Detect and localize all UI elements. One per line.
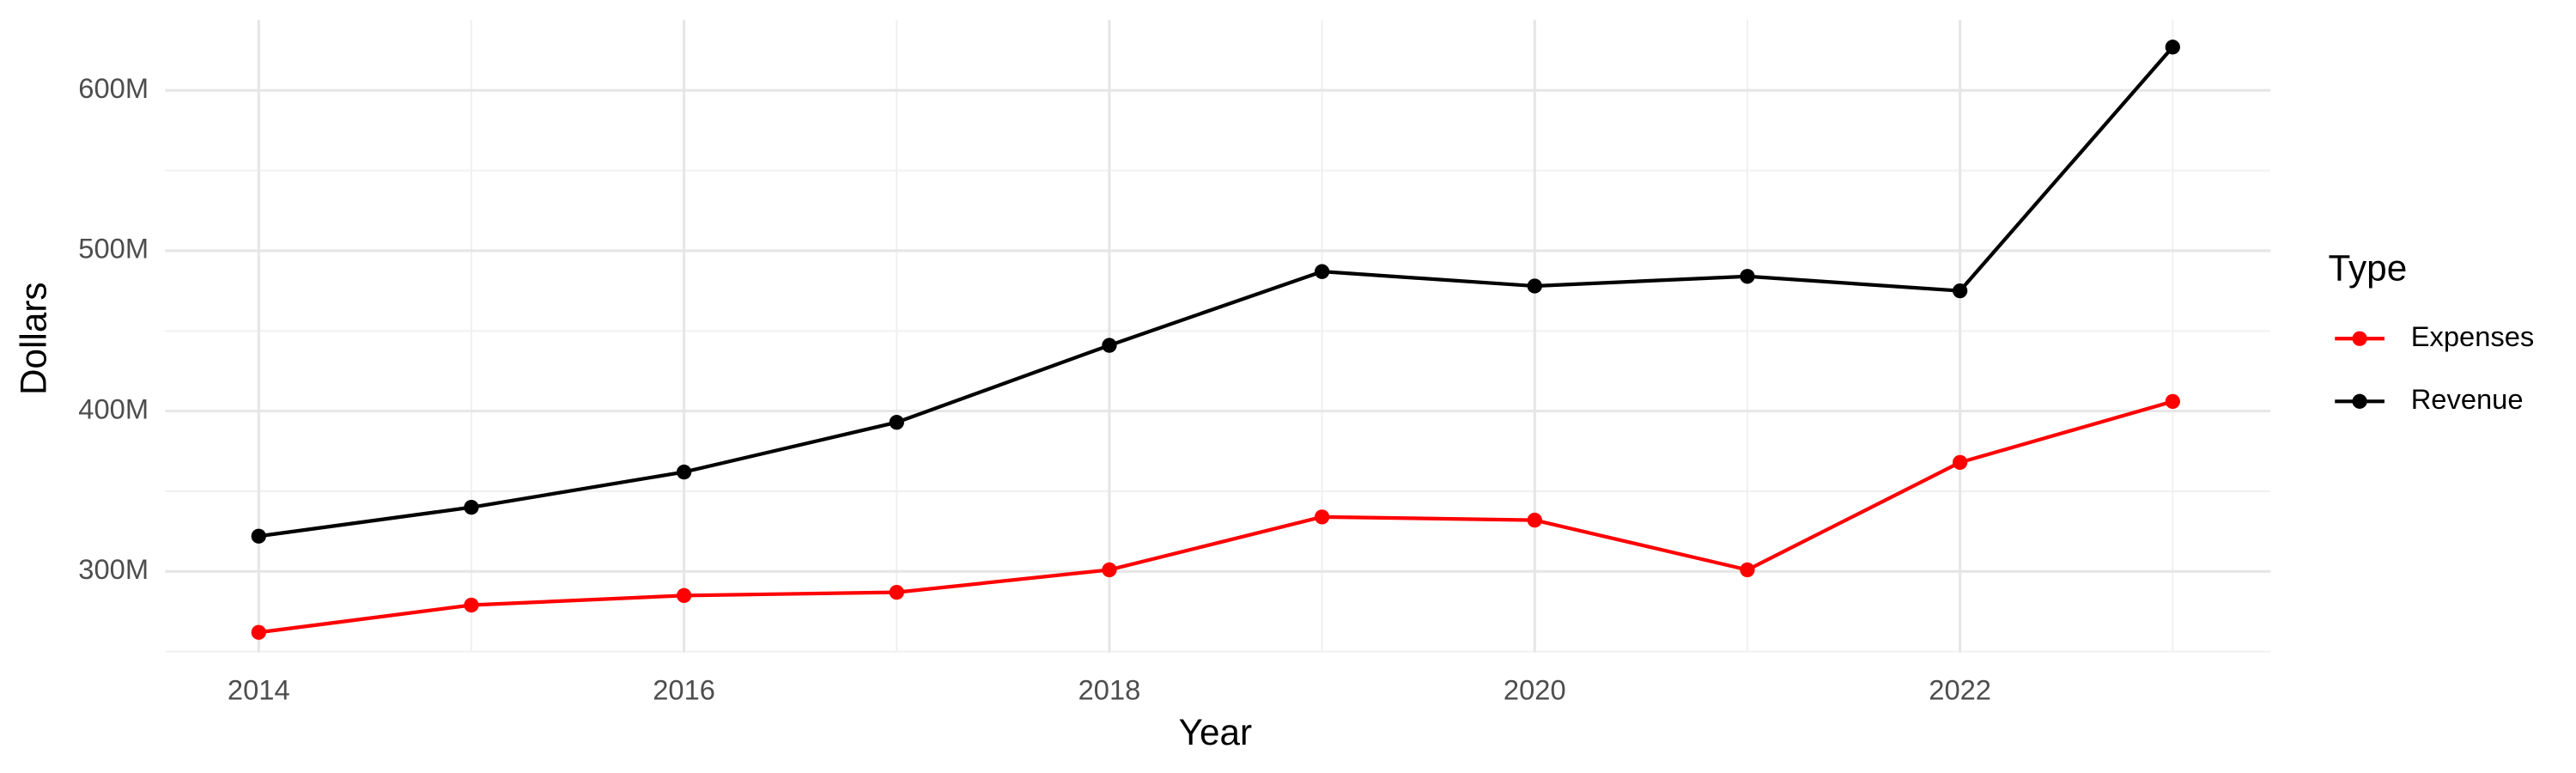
series-line xyxy=(258,399,2173,635)
legend-label: Expenses xyxy=(2411,320,2535,352)
data-point xyxy=(1740,562,1755,578)
x-tick-label: 2022 xyxy=(1929,673,1991,705)
data-point xyxy=(1102,562,1117,578)
data-point xyxy=(1952,283,1968,299)
data-point xyxy=(1952,454,1968,471)
data-point xyxy=(676,587,692,603)
x-tick-label: 2020 xyxy=(1504,673,1566,705)
x-tick-label: 2018 xyxy=(1078,673,1141,705)
data-point xyxy=(2165,40,2180,55)
x-axis-title: Year xyxy=(1179,712,1252,752)
data-point xyxy=(889,584,904,600)
y-tick-label: 600M xyxy=(78,72,149,104)
x-tick-label: 2016 xyxy=(653,673,715,705)
data-point xyxy=(464,597,479,613)
x-tick-label: 2014 xyxy=(228,673,290,705)
data-point xyxy=(676,464,692,480)
data-point xyxy=(1314,509,1330,525)
legend-key-point xyxy=(2352,393,2367,409)
y-axis-title: Dollars xyxy=(13,282,53,395)
data-point xyxy=(1740,269,1755,284)
series-line xyxy=(258,46,2174,539)
data-point xyxy=(1527,278,1542,294)
data-point xyxy=(2165,393,2180,410)
y-tick-label: 300M xyxy=(78,553,149,585)
y-tick-label: 400M xyxy=(78,393,149,424)
legend-title: Type xyxy=(2329,248,2408,289)
data-point xyxy=(251,624,266,640)
data-point xyxy=(464,499,479,515)
legend-label: Revenue xyxy=(2411,383,2524,415)
y-tick-label: 500M xyxy=(78,233,149,265)
data-point xyxy=(251,528,266,544)
data-point xyxy=(889,415,904,430)
data-point xyxy=(1102,338,1117,353)
data-point xyxy=(1314,264,1330,279)
legend-key-point xyxy=(2352,331,2367,346)
data-point xyxy=(1527,512,1542,528)
